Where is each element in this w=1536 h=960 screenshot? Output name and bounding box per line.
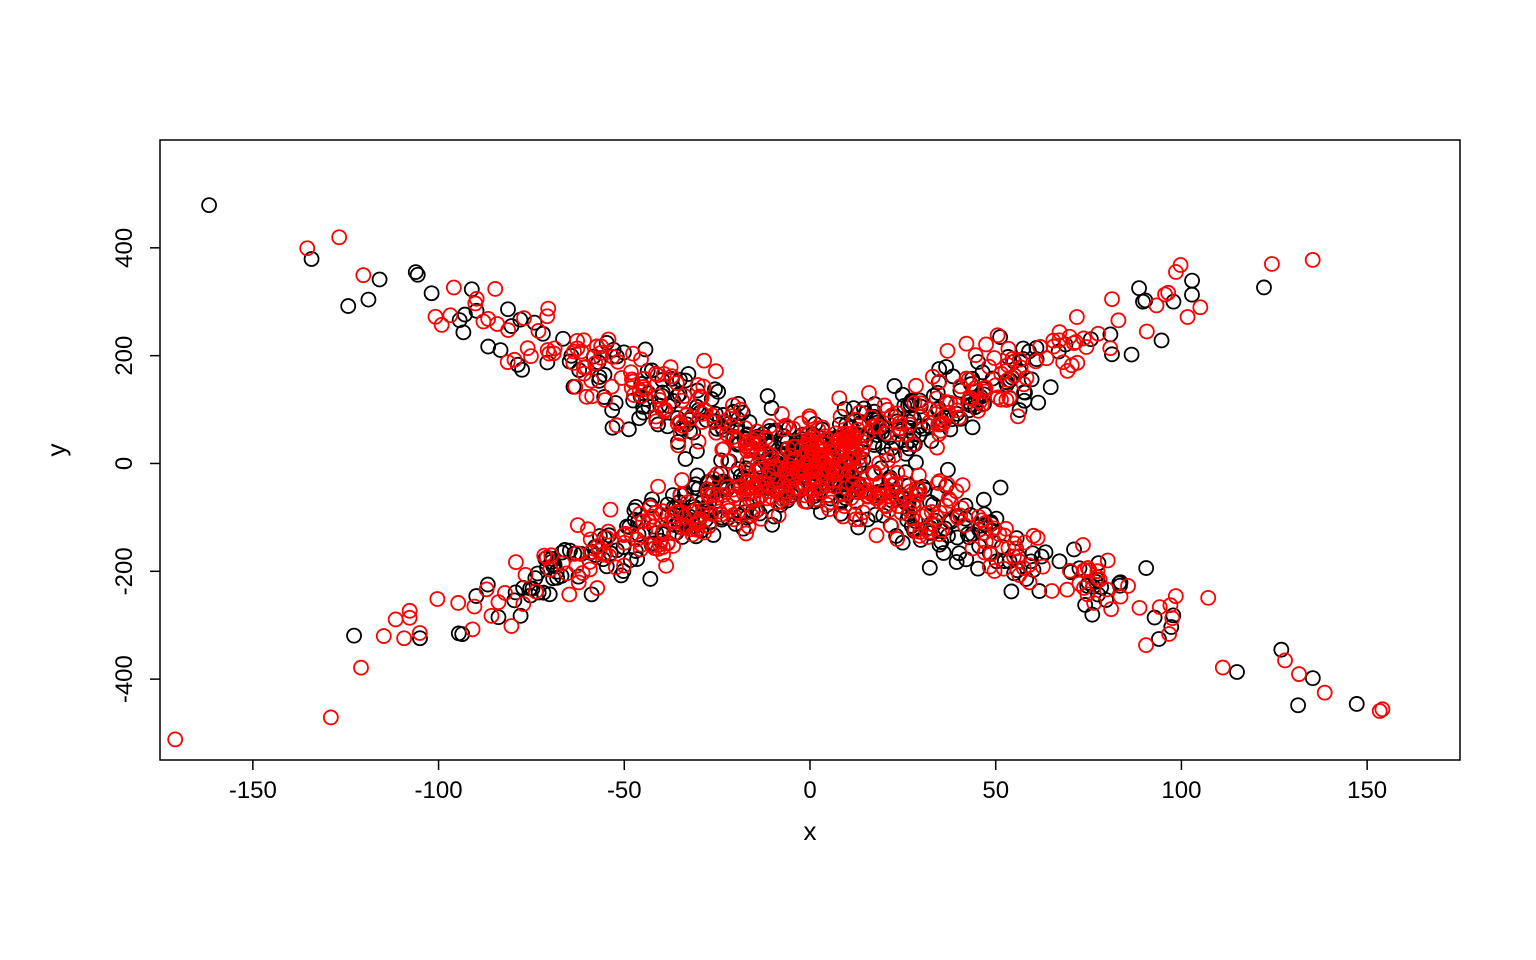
x-tick-label: -100 xyxy=(415,777,463,804)
x-tick-label: 100 xyxy=(1161,777,1201,804)
x-tick-label: 150 xyxy=(1347,777,1387,804)
x-axis-label: x xyxy=(804,816,817,846)
y-tick-label: 0 xyxy=(111,457,138,470)
scatter-chart: -150 -100 -50 0 50 100 150 -400 -200 0 200 400 x y xyxy=(0,0,1536,960)
x-tick-label: 0 xyxy=(803,777,816,804)
y-tick-label: -400 xyxy=(111,655,138,703)
y-tick-label: 400 xyxy=(111,228,138,268)
x-tick-label: 50 xyxy=(982,777,1009,804)
chart-svg: -150 -100 -50 0 50 100 150 -400 -200 0 200 400 x y xyxy=(0,0,1536,960)
y-tick-label: -200 xyxy=(111,547,138,595)
y-tick-label: 200 xyxy=(111,336,138,376)
y-axis-label: y xyxy=(41,444,71,457)
x-tick-label: -50 xyxy=(607,777,642,804)
x-tick-label: -150 xyxy=(229,777,277,804)
